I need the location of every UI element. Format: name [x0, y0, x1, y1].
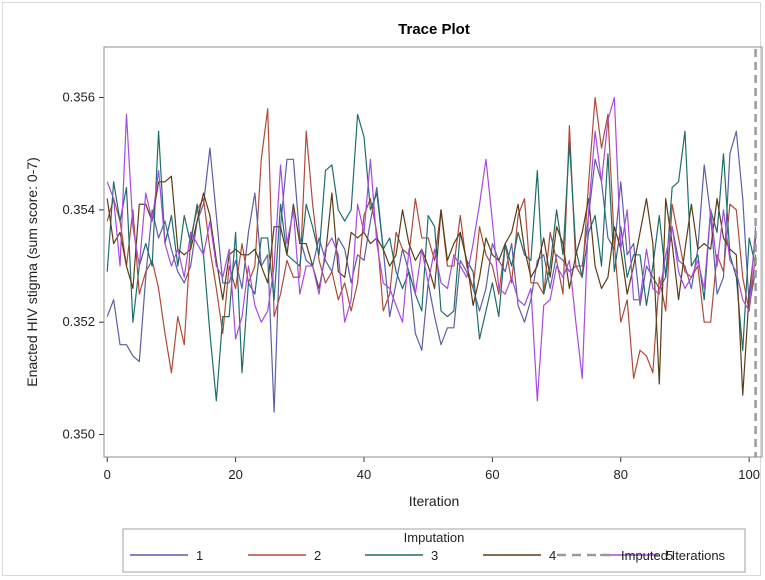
series-layer: [106, 96, 757, 413]
axis-layer: 0.350 0.352 0.354 0.356 0 20 40 60 80 100: [62, 90, 760, 482]
legend-label-5: 5: [666, 548, 673, 563]
x-tick-label: 20: [228, 467, 242, 482]
legend-title: Imputation: [404, 530, 465, 545]
series-line-2: [106, 96, 757, 379]
x-tick-label: 0: [104, 467, 111, 482]
series-line-4: [106, 175, 757, 396]
x-tick-label: 80: [614, 467, 628, 482]
plot-area-border: [103, 46, 763, 458]
series-line-5: [106, 96, 757, 402]
x-tick-label: 100: [738, 467, 760, 482]
x-tick-label: 60: [485, 467, 499, 482]
legend-label-imputed: Imputed Iterations: [621, 548, 726, 563]
legend-label-1: 1: [196, 548, 203, 563]
legend-box: [122, 528, 746, 573]
chart-title: Trace Plot: [398, 21, 470, 38]
y-tick-label: 0.350: [62, 427, 95, 442]
x-axis-title: Iteration: [409, 493, 460, 509]
y-tick-label: 0.356: [62, 90, 95, 105]
y-tick-label: 0.354: [62, 202, 95, 217]
series-line-3: [106, 113, 757, 402]
legend-label-4: 4: [549, 548, 556, 563]
x-tick-label: 40: [357, 467, 371, 482]
y-tick-label: 0.352: [62, 314, 95, 329]
legend-label-2: 2: [314, 548, 321, 563]
y-axis-title: Enacted HIV stigma (sum score: 0-7): [24, 157, 40, 387]
series-line-1: [106, 130, 757, 413]
legend-label-3: 3: [431, 548, 438, 563]
